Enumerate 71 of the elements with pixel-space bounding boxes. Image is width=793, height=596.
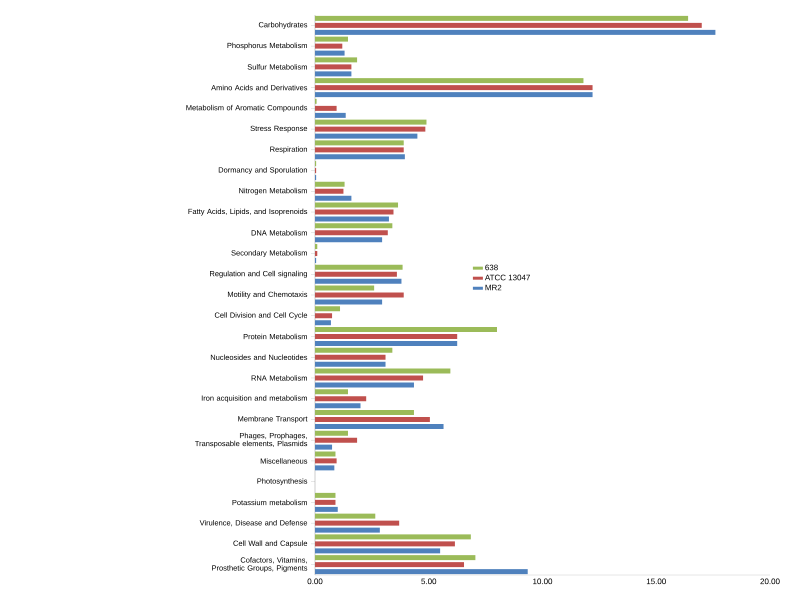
bar: [315, 326, 498, 332]
bar: [315, 30, 716, 35]
bar: [315, 555, 476, 560]
bar: [315, 272, 397, 277]
bar: [315, 444, 332, 450]
bar: [315, 50, 345, 56]
bar: [315, 334, 458, 339]
bar: [315, 354, 386, 360]
bar: [315, 528, 380, 533]
bar: [315, 264, 403, 270]
bar: [315, 534, 471, 540]
bar: [315, 134, 418, 139]
bar: [315, 458, 337, 464]
bar: [315, 112, 346, 118]
bar: [315, 126, 426, 132]
bar: [315, 237, 382, 242]
bar: [315, 520, 400, 526]
bar: [315, 389, 348, 394]
bar: [315, 57, 358, 62]
bar: [315, 416, 430, 422]
bar: [315, 430, 348, 436]
bar: [315, 22, 702, 28]
bar: [315, 569, 528, 574]
bar: [315, 424, 444, 429]
bar: [315, 299, 382, 304]
bar: [315, 216, 389, 222]
bar: [315, 465, 334, 470]
bar: [315, 500, 336, 505]
bar: [315, 120, 426, 125]
bar: [315, 396, 366, 402]
bar: [315, 451, 336, 456]
bar: [315, 375, 424, 380]
bar: [315, 223, 392, 228]
bar: [315, 230, 388, 236]
bar: [315, 382, 414, 388]
bar: [315, 36, 348, 42]
bar: [315, 147, 404, 152]
bar: [315, 541, 455, 546]
bar: [315, 320, 331, 326]
bar: [315, 44, 342, 49]
bar: [315, 506, 338, 512]
bar: [315, 292, 404, 298]
bar: [315, 182, 345, 187]
bar: [315, 196, 352, 201]
bar: [315, 348, 392, 353]
bar: [315, 85, 593, 90]
bar: [315, 548, 440, 554]
bar: [315, 514, 376, 519]
bar: [315, 410, 414, 415]
bar: [315, 140, 404, 146]
bar: [315, 202, 398, 208]
bar: [315, 92, 593, 98]
bar: [315, 188, 344, 194]
bar: [315, 340, 458, 346]
bar: [315, 368, 450, 374]
bar: [315, 154, 405, 160]
bar: [315, 562, 464, 568]
bar: [315, 403, 361, 408]
bar: [315, 492, 336, 498]
bar: [315, 278, 402, 284]
bar: [315, 362, 386, 367]
bar: [315, 78, 584, 84]
bar: [315, 286, 374, 291]
bar: [315, 306, 340, 312]
bar: [315, 64, 352, 70]
bar: [315, 313, 332, 318]
bar: [315, 210, 394, 215]
bar: [315, 16, 688, 21]
bar: [315, 71, 352, 76]
bar: [315, 438, 358, 443]
bar: [315, 106, 337, 111]
